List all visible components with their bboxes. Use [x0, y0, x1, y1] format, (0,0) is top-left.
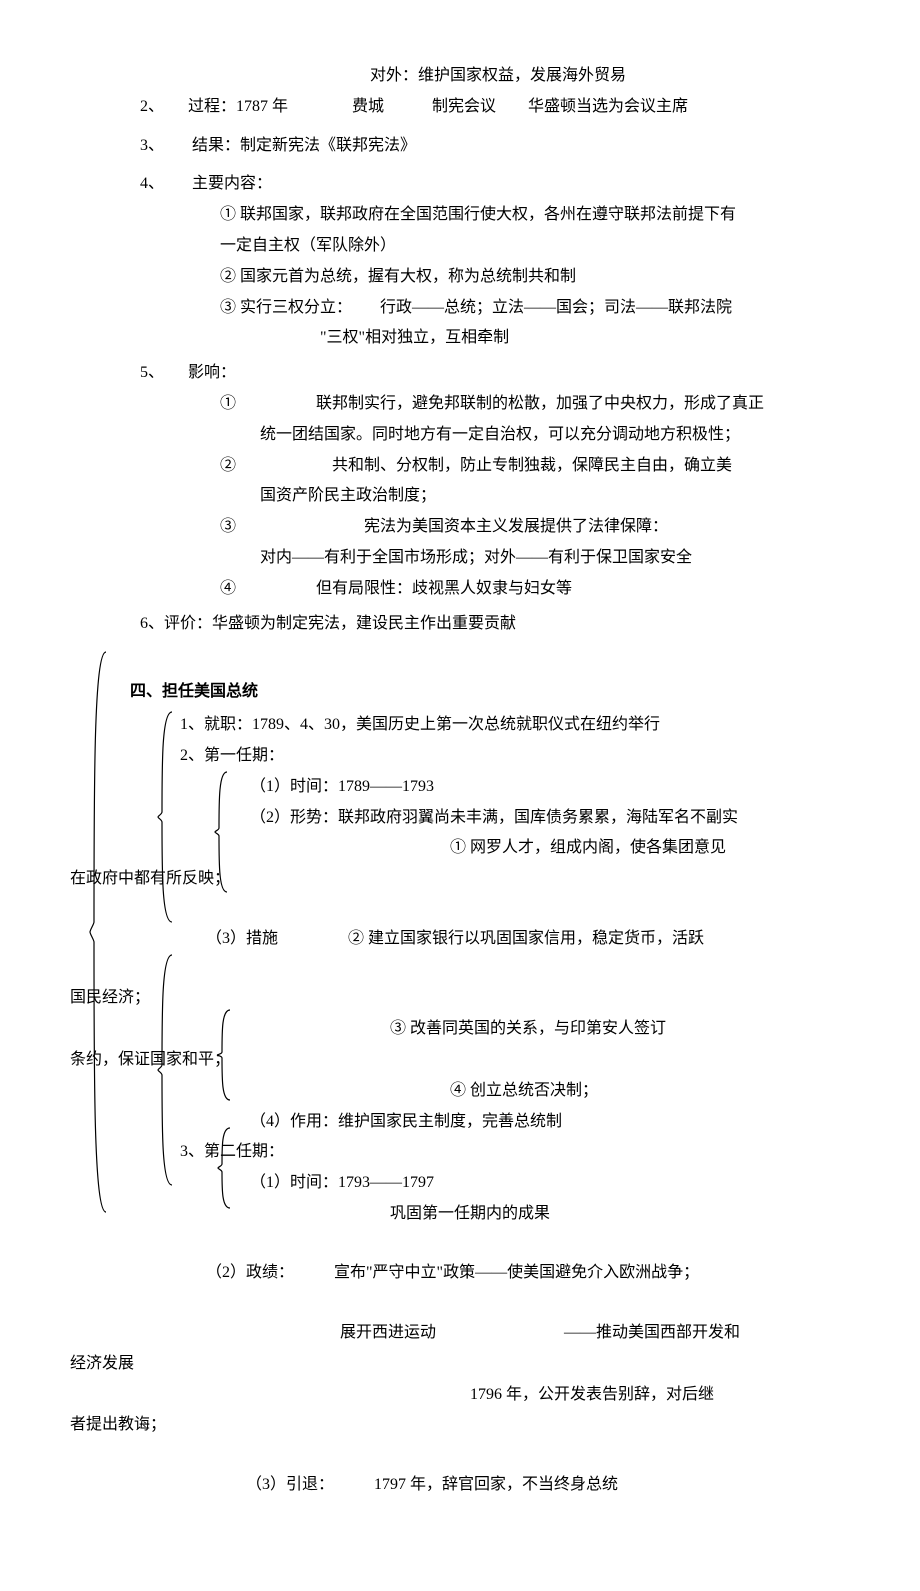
s4-p2-1: （1）时间：1789——1793	[70, 773, 850, 802]
s4-p3-3-b: 者提出教诲；	[70, 1411, 850, 1440]
s4-p2-3-m3b: 条约，保证国家和平；	[70, 1046, 850, 1075]
s4-p3-2-c2: 经济发展	[70, 1350, 850, 1379]
s4-p3-2-line: （2）政绩： 宣布"严守中立"政策——使美国避免介入欧洲战争；	[70, 1231, 850, 1317]
s4-p3-2-b: 宣布"严守中立"政策——使美国避免介入欧洲战争；	[334, 1264, 699, 1281]
item-5-sub2b: 国资产阶民主政治制度；	[70, 482, 850, 511]
item-4-sub1b: 一定自主权（军队除外）	[70, 232, 850, 261]
item-5-sub1a: ① 联邦制实行，避免邦联制的松散，加强了中央权力，形成了真正	[70, 390, 850, 419]
s4-p2-3-m1b: 在政府中都有所反映；	[70, 865, 850, 894]
brace-p3-retire	[218, 1128, 232, 1208]
s4-p3-3-c: 1797 年，辞官回家，不当终身总统	[374, 1476, 618, 1493]
item-4-sub3a: ③ 实行三权分立： 行政——总统；立法——国会；司法——联邦法院	[70, 294, 850, 323]
item-5-sub3b: 对内——有利于全国市场形成；对外——有利于保卫国家安全	[70, 544, 850, 573]
brace-outer-section4	[90, 652, 108, 1212]
item-4: 4、 主要内容：	[70, 170, 850, 199]
s4-p2-4: （4）作用：维护国家民主制度，完善总统制	[70, 1108, 850, 1137]
s4-p1: 1、就职：1789、4、30，美国历史上第一次总统就职仪式在纽约举行	[70, 711, 850, 740]
s4-p3-2-a: 巩固第一任期内的成果	[70, 1200, 850, 1229]
s4-p3-2-label: （2）政绩：	[206, 1264, 294, 1281]
s4-p3-2-c2-text: 经济发展	[70, 1355, 134, 1372]
item-3: 3、 结果：制定新宪法《联邦宪法》	[70, 132, 850, 161]
item-5-sub4: ④ 但有局限性：歧视黑人奴隶与妇女等	[70, 575, 850, 604]
item-4-sub1a: ① 联邦国家，联邦政府在全国范围行使大权，各州在遵守联邦法前提下有	[70, 201, 850, 230]
s4-p2-3-line: （3）措施 ② 建立国家银行以巩固国家信用，稳定货币，活跃	[70, 896, 850, 982]
s4-p3-2-c1: 展开西进运动 ——推动美国西部开发和	[70, 1319, 850, 1348]
s4-p3-1: （1）时间：1793——1797	[70, 1169, 850, 1198]
s4-p3-3-a: 1796 年，公开发表告别辞，对后继	[70, 1381, 850, 1410]
s4-p2-3-m1a: ① 网罗人才，组成内阁，使各集团意见	[70, 834, 850, 863]
s4-p2-3-label: （3）措施	[206, 930, 278, 947]
s4-p2-3-m4: ④ 创立总统否决制；	[70, 1077, 850, 1106]
brace-p3	[158, 955, 174, 1185]
brace-p2-measures	[215, 772, 229, 892]
section-4-title: 四、担任美国总统	[70, 678, 850, 707]
item-5-sub1b: 统一团结国家。同时地方有一定自治权，可以充分调动地方积极性；	[70, 421, 850, 450]
s4-p2-3-m2b: 国民经济；	[70, 984, 850, 1013]
item-2: 2、 过程：1787 年 费城 制宪会议 华盛顿当选为会议主席	[70, 93, 850, 122]
item-4-sub3b: "三权"相对独立，互相牵制	[70, 324, 850, 353]
item-6: 6、评价：华盛顿为制定宪法，建设民主作出重要贡献	[70, 610, 850, 639]
brace-p3-achievements	[218, 1010, 232, 1100]
top-context-line: 对外：维护国家权益，发展海外贸易	[70, 62, 850, 91]
s4-p3: 3、第二任期：	[70, 1138, 850, 1167]
s4-p2-3-m2a: ② 建立国家银行以巩固国家信用，稳定货币，活跃	[348, 930, 704, 947]
s4-p3-3-label: （3）引退：	[246, 1476, 334, 1493]
s4-p2-3-m2b-text: 国民经济；	[70, 989, 150, 1006]
brace-p2	[158, 712, 174, 922]
s4-p2-2: （2）形势：联邦政府羽翼尚未丰满，国库债务累累，海陆军名不副实	[70, 804, 850, 833]
s4-p3-3-line: （3）引退： 1797 年，辞官回家，不当终身总统	[70, 1442, 850, 1528]
item-4-sub2: ② 国家元首为总统，握有大权，称为总统制共和制	[70, 263, 850, 292]
item-5: 5、 影响：	[70, 359, 850, 388]
s4-p3-3-b-text: 者提出教诲；	[70, 1416, 166, 1433]
s4-p2-3-m3a: ③ 改善同英国的关系，与印第安人签订	[70, 1015, 850, 1044]
item-5-sub2a: ② 共和制、分权制，防止专制独裁，保障民主自由，确立美	[70, 452, 850, 481]
item-5-sub3a: ③ 宪法为美国资本主义发展提供了法律保障：	[70, 513, 850, 542]
s4-p2: 2、第一任期：	[70, 742, 850, 771]
